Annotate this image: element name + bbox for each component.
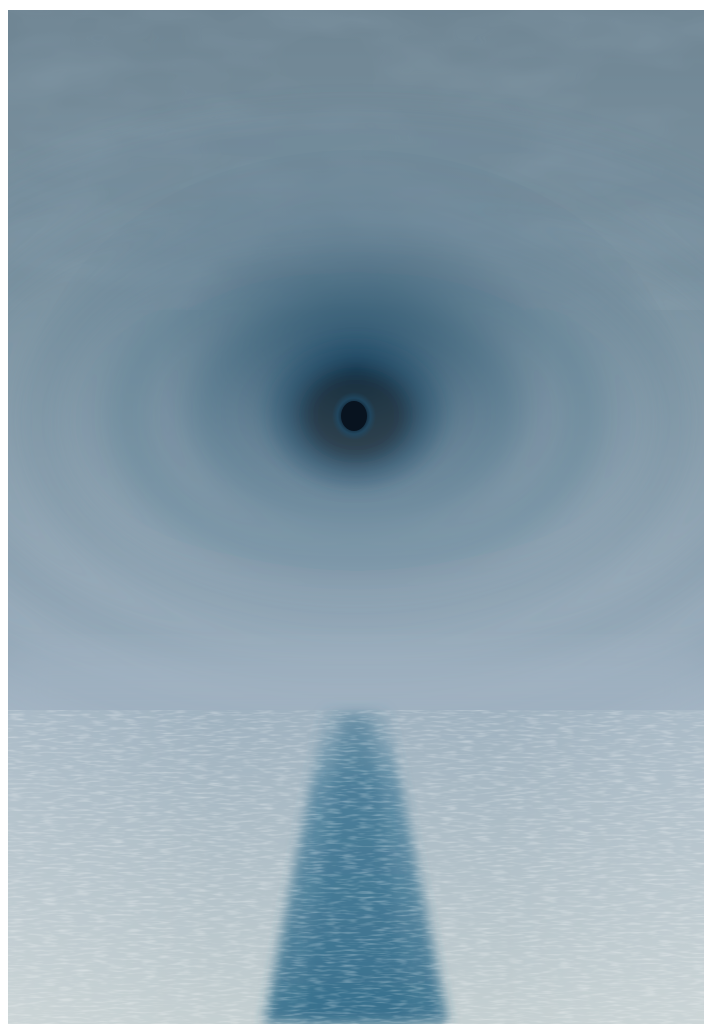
inverted-seascape-image xyxy=(8,10,704,1024)
vortex-core-center xyxy=(341,401,367,431)
photo xyxy=(8,10,704,1024)
sea-side-blend xyxy=(8,710,704,1024)
